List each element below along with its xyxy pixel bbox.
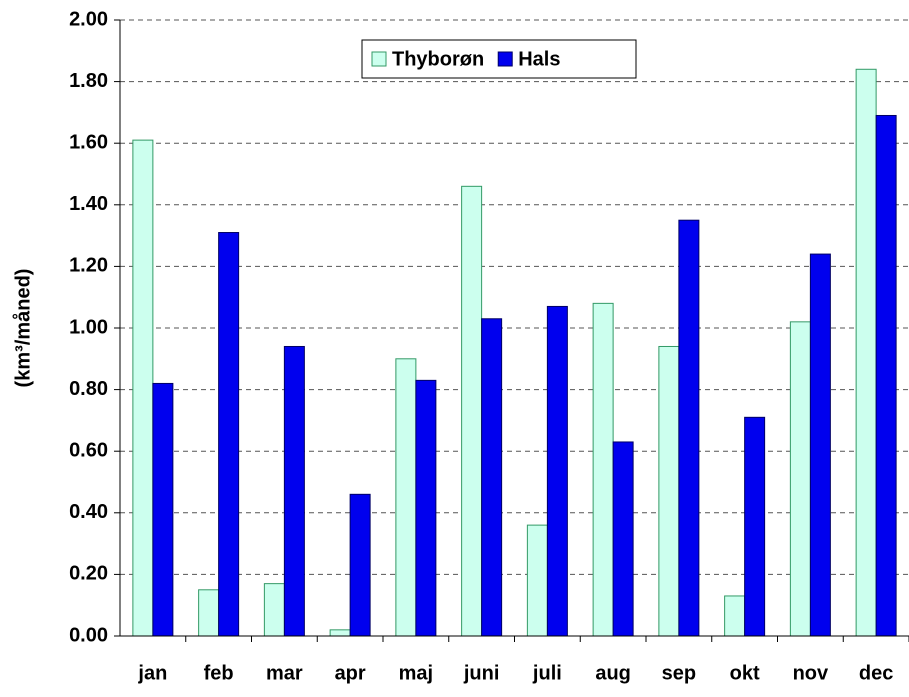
bar	[592, 302, 614, 637]
bar	[329, 629, 351, 637]
legend-swatch	[497, 51, 513, 67]
y-tick-label: 1.80	[69, 70, 108, 92]
x-tick-label: sep	[662, 662, 696, 684]
bar	[678, 219, 700, 637]
bar	[263, 583, 285, 637]
bar	[283, 345, 305, 637]
x-tick-label: juni	[463, 662, 500, 684]
bar	[724, 595, 746, 637]
y-tick-label: 0.60	[69, 439, 108, 461]
bar	[546, 305, 568, 637]
bar	[461, 185, 483, 637]
x-tick-label: juli	[532, 662, 562, 684]
x-tick-label: aug	[595, 662, 631, 684]
x-tick-label: dec	[859, 662, 893, 684]
bar	[855, 68, 877, 637]
y-tick-label: 2.00	[69, 8, 108, 30]
y-axis-label: (km³/måned)	[11, 269, 34, 388]
y-tick-label: 1.40	[69, 193, 108, 215]
legend-label: Thyborøn	[392, 48, 484, 70]
x-tick-label: nov	[793, 662, 829, 684]
bar	[349, 493, 371, 637]
bar	[481, 318, 503, 637]
y-tick-label: 0.40	[69, 501, 108, 523]
bar	[789, 321, 811, 637]
x-tick-label: feb	[204, 662, 234, 684]
y-tick-label: 1.20	[69, 255, 108, 277]
x-tick-label: jan	[137, 662, 167, 684]
y-tick-label: 0.20	[69, 563, 108, 585]
bar	[218, 232, 240, 637]
bar	[744, 416, 766, 637]
bar	[152, 382, 174, 637]
y-tick-label: 0.00	[69, 624, 108, 646]
bar	[415, 379, 437, 637]
y-tick-label: 0.80	[69, 378, 108, 400]
bar	[875, 114, 897, 637]
legend-swatch	[371, 51, 387, 67]
bar	[809, 253, 831, 637]
y-tick-label: 1.60	[69, 131, 108, 153]
bar	[132, 139, 154, 637]
bar	[526, 524, 548, 637]
bar	[612, 441, 634, 637]
bar	[395, 358, 417, 637]
legend-label: Hals	[518, 48, 560, 70]
y-tick-label: 1.00	[69, 316, 108, 338]
bar	[658, 345, 680, 637]
x-tick-label: okt	[730, 662, 760, 684]
x-tick-label: mar	[266, 662, 303, 684]
bar	[198, 589, 220, 637]
x-tick-label: maj	[399, 662, 433, 684]
x-tick-label: apr	[335, 662, 366, 684]
